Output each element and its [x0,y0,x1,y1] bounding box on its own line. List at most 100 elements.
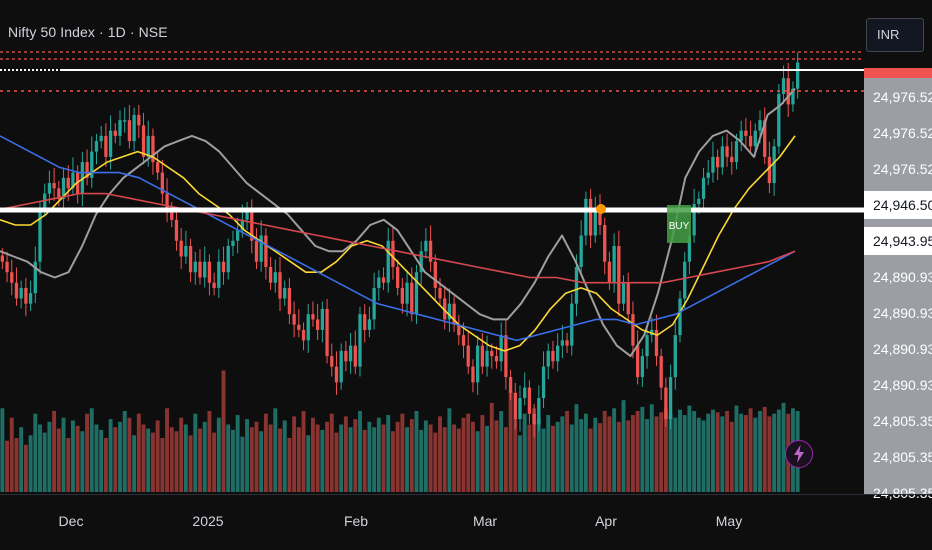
candle [273,259,277,293]
candle [796,52,800,99]
candle [739,120,743,152]
volume-bar [118,421,122,492]
volume-bar [499,411,504,492]
price-tick-label: 24,976.52 [873,161,932,177]
volume-bar [776,409,781,492]
candle [14,267,19,306]
candle [744,118,748,149]
candle [292,301,296,338]
candle [160,160,164,204]
candle [226,238,230,280]
time-axis[interactable]: Dec 2025 Feb Mar Apr May [59,513,743,529]
candle [701,167,706,212]
volume-bar [240,436,245,492]
candle [730,141,734,175]
volume-bar [527,424,532,492]
candle [259,220,263,272]
candle [508,369,513,401]
volume-bar [612,408,617,492]
buy-signal-box [667,205,691,243]
candle [428,225,433,272]
volume-bar [438,416,442,492]
candle [61,167,66,209]
candle [391,225,395,280]
candle [325,298,329,364]
volume-bar [423,420,428,492]
volume-bar [663,408,668,492]
candle [504,319,508,390]
price-scale[interactable]: 24,976.52 24,976.52 24,976.52 24,946.50 24,9… [864,68,932,501]
candle [716,149,720,180]
ema-line [0,192,796,284]
candle [598,194,602,235]
candle [480,333,484,374]
volume-bar [56,428,61,492]
volume-bar [588,428,593,492]
candle [301,322,306,351]
bolt-icon[interactable] [785,440,813,468]
candle [457,314,461,346]
candle [99,125,103,149]
volume-bar [452,424,457,492]
candle [141,112,146,165]
price-tick-label: 24,946.50 [873,197,932,213]
volume-bar [19,427,24,492]
volume-bar [701,420,706,492]
candle [513,382,517,429]
orange-signal-marker [596,204,606,214]
candle [664,377,668,427]
candle [245,201,249,230]
volume-bar [136,413,141,492]
candle [541,351,546,409]
volume-bar [522,413,527,492]
volume-bar [753,417,758,492]
volume-bar [226,424,231,492]
volume-bar [729,421,734,492]
candle [377,270,381,301]
volume-bar [254,421,259,492]
price-tick-label: 24,805.35 [873,413,932,429]
volume-bar [155,420,160,492]
time-tick-label: 2025 [192,513,223,529]
candle [405,270,409,317]
candle [433,254,437,301]
volume-bar [150,432,155,492]
candle [52,167,56,201]
candle [268,257,273,291]
volume-bar [494,420,499,492]
candle [127,104,132,149]
volume-bar [66,438,71,492]
volume-bar [560,416,565,492]
currency-selector[interactable]: INR [866,18,924,52]
volume-bar [555,421,560,492]
price-scale-top-marker [864,68,932,78]
candle [38,201,42,275]
candle [104,123,108,167]
candle [396,259,400,296]
volume-bar [160,438,165,492]
candle [424,228,428,259]
volume-bar [315,424,320,492]
candle [66,165,70,201]
volume-bar [14,438,19,492]
volume-bar [235,415,240,492]
candle [659,348,663,401]
candle [334,351,339,395]
candle [593,196,597,243]
candle [188,238,193,283]
volume-bar [113,427,118,492]
candle [621,275,626,312]
candle [330,343,334,377]
candle [367,306,372,338]
candle [748,120,753,154]
volume-bar [263,413,268,492]
volume-bar [108,419,113,492]
candle [203,246,207,288]
candle [212,272,216,296]
volume-bar [475,431,480,492]
volume-bar [212,432,217,492]
volume-bar [550,425,555,492]
volume-bar [715,412,720,492]
volume-bar [127,417,132,492]
